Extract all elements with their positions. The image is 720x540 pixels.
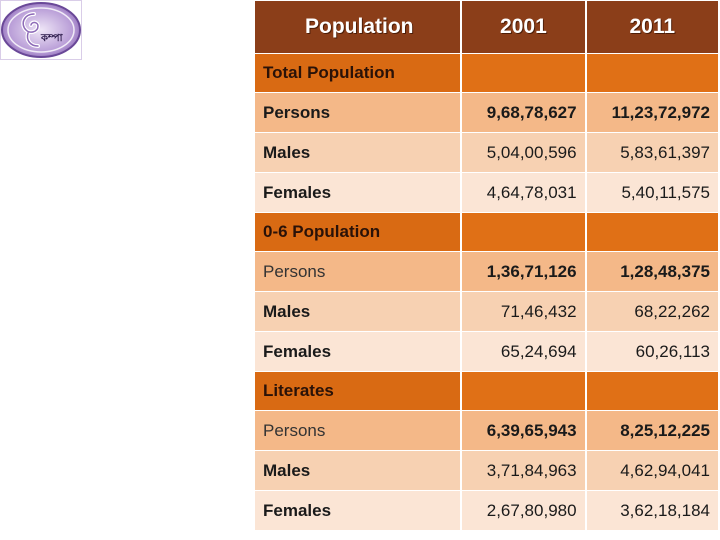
section-cell [586, 54, 718, 92]
table-row: Persons 9,68,78,627 11,23,72,972 [255, 93, 718, 132]
value-2011: 5,83,61,397 [586, 133, 718, 172]
value-2011: 11,23,72,972 [586, 93, 718, 132]
table-row: Males 3,71,84,963 4,62,94,041 [255, 451, 718, 490]
section-cell [462, 372, 585, 410]
value-2001: 6,39,65,943 [462, 411, 585, 450]
row-label: Females [255, 491, 461, 530]
row-label: Persons [255, 411, 461, 450]
value-2011: 68,22,262 [586, 292, 718, 331]
logo: কম্পা [0, 0, 82, 60]
table-row: Males 5,04,00,596 5,83,61,397 [255, 133, 718, 172]
section-cell [586, 213, 718, 251]
value-2001: 2,67,80,980 [462, 491, 585, 530]
row-label: Males [255, 292, 461, 331]
section-row-literates: Literates [255, 372, 718, 410]
row-label: Males [255, 133, 461, 172]
value-2011: 3,62,18,184 [586, 491, 718, 530]
value-2001: 4,64,78,031 [462, 173, 585, 212]
value-2001: 71,46,432 [462, 292, 585, 331]
population-table-container: Population 2001 2011 Total Population Pe… [253, 0, 720, 540]
header-population: Population [255, 1, 461, 53]
row-label: Males [255, 451, 461, 490]
table-row: Females 4,64,78,031 5,40,11,575 [255, 173, 718, 212]
row-label: Persons [255, 252, 461, 291]
value-2001: 5,04,00,596 [462, 133, 585, 172]
section-row-0-6-population: 0-6 Population [255, 213, 718, 251]
table-row: Persons 1,36,71,126 1,28,48,375 [255, 252, 718, 291]
section-cell [462, 54, 585, 92]
section-cell [462, 213, 585, 251]
value-2011: 8,25,12,225 [586, 411, 718, 450]
value-2011: 1,28,48,375 [586, 252, 718, 291]
section-title: 0-6 Population [255, 213, 461, 251]
header-2011: 2011 [586, 1, 718, 53]
value-2001: 65,24,694 [462, 332, 585, 371]
table-row: Females 2,67,80,980 3,62,18,184 [255, 491, 718, 530]
row-label: Females [255, 173, 461, 212]
table-row: Males 71,46,432 68,22,262 [255, 292, 718, 331]
row-label: Females [255, 332, 461, 371]
population-table: Population 2001 2011 Total Population Pe… [253, 0, 720, 531]
section-title: Literates [255, 372, 461, 410]
section-cell [586, 372, 718, 410]
table-row: Females 65,24,694 60,26,113 [255, 332, 718, 371]
table-row: Persons 6,39,65,943 8,25,12,225 [255, 411, 718, 450]
value-2001: 1,36,71,126 [462, 252, 585, 291]
value-2011: 60,26,113 [586, 332, 718, 371]
value-2011: 5,40,11,575 [586, 173, 718, 212]
header-2001: 2001 [462, 1, 585, 53]
section-row-total-population: Total Population [255, 54, 718, 92]
value-2001: 3,71,84,963 [462, 451, 585, 490]
value-2001: 9,68,78,627 [462, 93, 585, 132]
swirl-emblem-icon [1, 2, 81, 58]
value-2011: 4,62,94,041 [586, 451, 718, 490]
logo-text: কম্পা [41, 33, 63, 44]
table-header-row: Population 2001 2011 [255, 1, 718, 53]
section-title: Total Population [255, 54, 461, 92]
row-label: Persons [255, 93, 461, 132]
